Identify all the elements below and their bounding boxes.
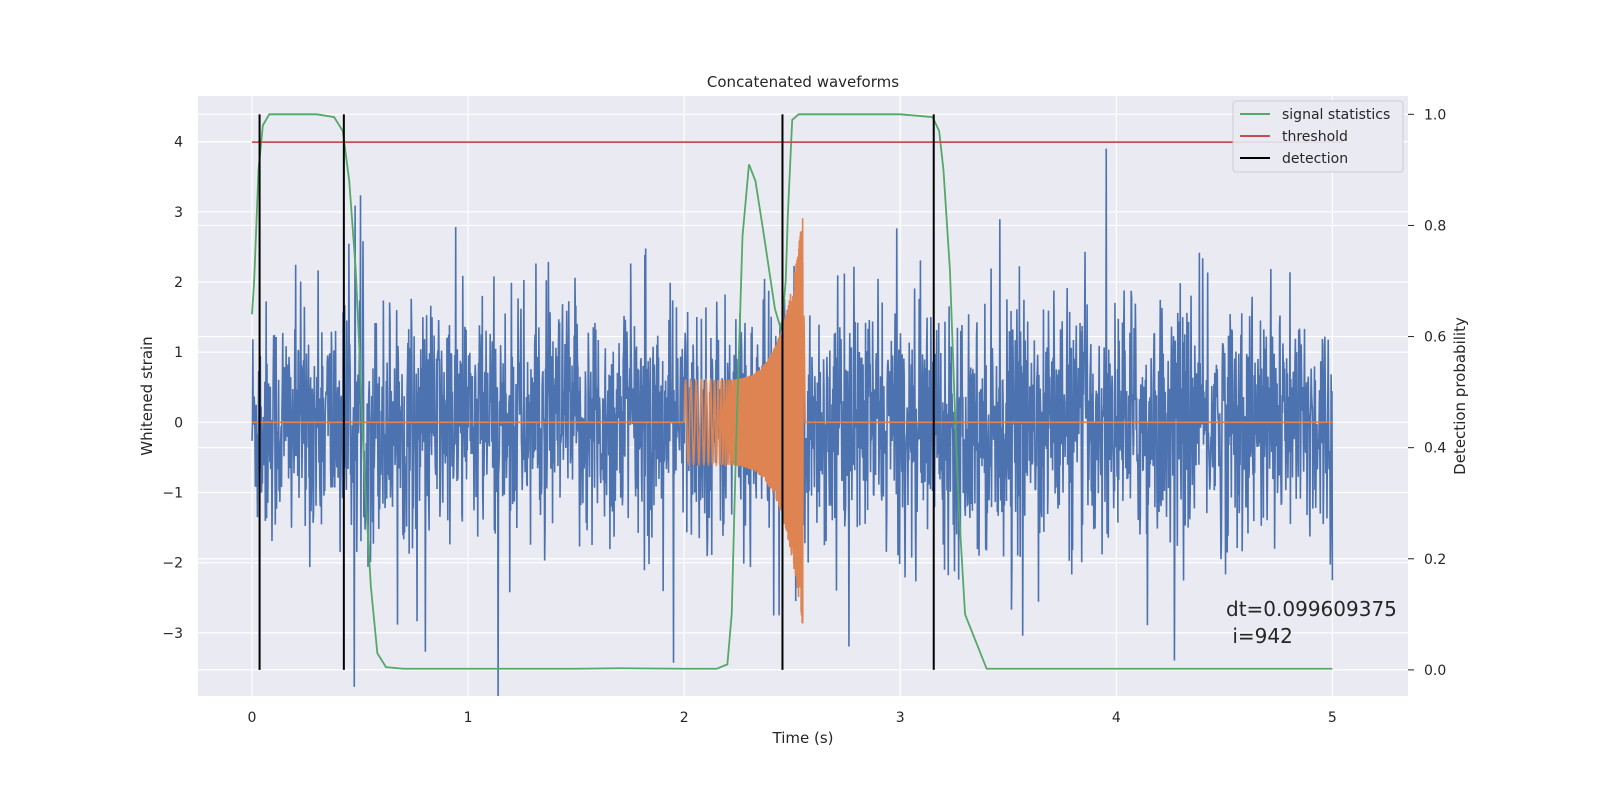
x-tick-label: 3 [896, 710, 905, 726]
annotation-dt: dt=0.099609375 [1226, 597, 1397, 621]
y-axis-label: Whitened strain [138, 336, 156, 455]
y-tick-label: −2 [162, 556, 183, 572]
series-chirp [252, 218, 1333, 624]
annotation: dt=0.099609375 i=942 [1226, 597, 1397, 648]
y2-axis-label: Detection probability [1451, 317, 1469, 475]
y2-tick-label: 1.0 [1424, 107, 1446, 123]
y-axis-ticks: −3 −2 −1 0 1 2 3 4 [162, 135, 183, 642]
y-tick-label: −3 [162, 626, 183, 642]
x-tick-label: 1 [464, 710, 473, 726]
x-tick-label: 2 [680, 710, 689, 726]
y-tick-label: 0 [174, 415, 183, 431]
x-axis-label: Time (s) [772, 729, 834, 747]
y2-tick-label: 0.8 [1424, 218, 1446, 234]
y-tick-label: 1 [174, 345, 183, 361]
y2-tick-label: 0.6 [1424, 330, 1446, 346]
legend: signal statistics threshold detection [1232, 100, 1404, 173]
legend-box [1232, 100, 1404, 173]
y2-axis-ticks: 0.0 0.2 0.4 0.6 0.8 1.0 [1408, 107, 1446, 679]
x-axis-ticks: 0 1 2 3 4 5 [248, 710, 1337, 726]
legend-label: signal statistics [1282, 107, 1390, 123]
x-tick-label: 4 [1112, 710, 1121, 726]
y-tick-label: −1 [162, 485, 183, 501]
x-tick-label: 0 [248, 710, 257, 726]
y2-tick-label: 0.4 [1424, 441, 1446, 457]
y2-tick-label: 0.2 [1424, 552, 1446, 568]
y-tick-label: 2 [174, 275, 183, 291]
chart-title: Concatenated waveforms [707, 73, 899, 91]
legend-label: threshold [1282, 129, 1348, 145]
x-tick-label: 5 [1328, 710, 1337, 726]
plot-series [251, 113, 1344, 696]
annotation-i: i=942 [1226, 624, 1293, 648]
y2-tick-label: 0.0 [1424, 663, 1446, 679]
y-tick-label: 3 [174, 205, 183, 221]
series-signal-statistics [251, 113, 1333, 670]
y-tick-label: 4 [174, 135, 183, 151]
legend-label: detection [1282, 151, 1348, 167]
